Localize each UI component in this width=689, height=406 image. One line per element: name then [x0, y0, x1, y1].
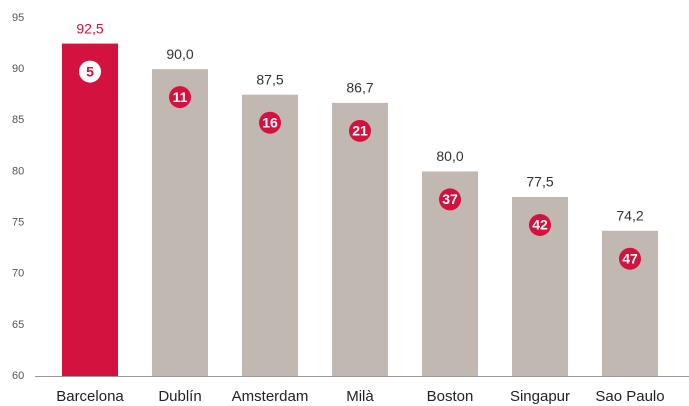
rank-badge	[169, 86, 191, 109]
y-tick-label: 70	[12, 268, 24, 280]
value-label: 90,0	[166, 46, 193, 62]
y-tick-label: 60	[12, 370, 24, 382]
rank-badge	[439, 188, 461, 211]
x-tick-label: Amsterdam	[232, 388, 309, 405]
bar	[62, 43, 118, 376]
y-tick-label: 85	[12, 114, 24, 126]
rank-badge	[619, 247, 641, 270]
value-label: 77,5	[526, 174, 553, 190]
rank-label: 5	[86, 63, 94, 79]
y-tick-label: 65	[12, 319, 24, 331]
y-tick-label: 75	[12, 216, 24, 228]
x-tick-label: Milà	[346, 388, 374, 405]
rank-badge	[529, 214, 551, 236]
x-tick-label: Dublín	[158, 388, 201, 405]
rank-label: 47	[622, 250, 638, 266]
rank-badge	[349, 119, 371, 142]
rank-label: 21	[352, 123, 368, 139]
x-tick-label: Barcelona	[56, 388, 124, 405]
value-label: 86,7	[346, 80, 373, 96]
value-label: 74,2	[616, 207, 643, 223]
rank-badge	[259, 111, 281, 134]
value-label: 92,5	[76, 20, 103, 36]
y-tick-label: 80	[12, 165, 24, 177]
rank-label: 37	[442, 191, 458, 207]
x-tick-label: Sao Paulo	[595, 388, 664, 405]
rank-label: 11	[173, 89, 188, 105]
bar	[152, 69, 208, 377]
bar	[242, 94, 298, 376]
x-tick-label: Boston	[427, 388, 474, 405]
value-label: 80,0	[436, 148, 463, 164]
y-tick-label: 90	[12, 63, 24, 75]
x-tick-label: Singapur	[510, 388, 570, 405]
rank-label: 16	[262, 114, 278, 130]
value-label: 87,5	[256, 71, 283, 87]
rank-label: 42	[532, 217, 548, 233]
bar	[332, 102, 388, 376]
rank-badge	[79, 60, 101, 83]
y-tick-label: 95	[12, 12, 24, 24]
